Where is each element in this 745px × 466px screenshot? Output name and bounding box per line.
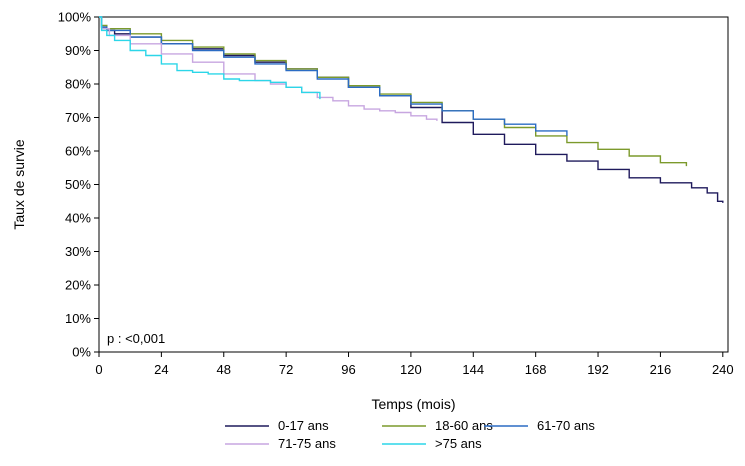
- series-line-18-60-ans: [99, 16, 688, 167]
- y-tick-label: 20%: [65, 278, 91, 293]
- x-tick-label: 48: [217, 362, 231, 377]
- plot-frame: [98, 16, 729, 353]
- x-axis-title: Temps (mois): [371, 396, 455, 412]
- legend-label: 71-75 ans: [278, 436, 336, 451]
- y-axis-title: Taux de survie: [11, 139, 27, 229]
- y-tick-label: 90%: [65, 43, 91, 58]
- x-tick-label: 24: [154, 362, 168, 377]
- x-tick-label: 0: [95, 362, 102, 377]
- y-tick-label: 100%: [58, 10, 92, 25]
- x-tick-label: 168: [525, 362, 547, 377]
- y-tick-label: 10%: [65, 311, 91, 326]
- legend-label: 18-60 ans: [435, 418, 493, 433]
- legend-label: 0-17 ans: [278, 418, 329, 433]
- legend-label: >75 ans: [435, 436, 482, 451]
- series-line-75-ans: [99, 16, 321, 100]
- x-tick-label: 120: [400, 362, 422, 377]
- y-tick-label: 70%: [65, 110, 91, 125]
- series-line-61-70-ans: [99, 16, 568, 136]
- y-tick-label: 60%: [65, 144, 91, 159]
- y-tick-label: 30%: [65, 244, 91, 259]
- x-tick-label: 240: [712, 362, 734, 377]
- y-tick-label: 40%: [65, 211, 91, 226]
- x-tick-label: 216: [650, 362, 672, 377]
- x-tick-label: 144: [462, 362, 484, 377]
- legend: 0-17 ans 18-60 ans 61-70 ans 71-75 ans >75 a…: [225, 418, 595, 451]
- x-tick-label: 72: [279, 362, 293, 377]
- p-value-annotation: p : <0,001: [107, 331, 165, 346]
- x-tick-label: 96: [341, 362, 355, 377]
- y-tick-label: 80%: [65, 77, 91, 92]
- legend-label: 61-70 ans: [537, 418, 595, 433]
- y-tick-label: 50%: [65, 177, 91, 192]
- x-tick-label: 192: [587, 362, 609, 377]
- y-tick-label: 0%: [72, 345, 91, 360]
- series-line-71-75-ans: [99, 16, 438, 121]
